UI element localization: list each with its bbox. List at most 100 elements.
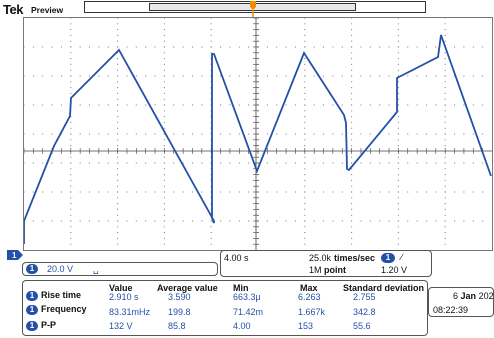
grid-dot — [294, 162, 297, 164]
grid-dot — [453, 104, 456, 106]
grid-dot — [444, 23, 446, 25]
grid-dot — [60, 46, 63, 48]
acquisition-mode-label: Preview — [31, 5, 64, 15]
grid-dot — [397, 52, 399, 54]
grid-dot — [117, 69, 119, 71]
header-std-dev: Standard deviation — [343, 283, 425, 293]
grid-dot — [117, 174, 119, 176]
grid-dot — [397, 58, 399, 60]
horizontal-panel[interactable]: 4.00 s 25.0k times/sec 1M point 1 ∕ 1.20… — [220, 250, 432, 277]
grid-dot — [117, 29, 119, 31]
grid-dot — [182, 104, 184, 106]
grid-dot — [379, 46, 381, 48]
grid-dot — [416, 162, 418, 164]
grid-dot — [482, 104, 484, 106]
grid-dot — [444, 87, 446, 89]
axis-ticks — [24, 18, 483, 245]
grid-dot — [117, 179, 119, 181]
grid-dot — [397, 174, 399, 176]
grid-dot — [397, 18, 399, 19]
grid-dot — [304, 156, 306, 158]
grid-dot — [444, 214, 446, 216]
grid-dot — [210, 220, 212, 222]
grid-dot — [70, 34, 72, 36]
date-month: Jan — [460, 291, 477, 301]
grid-dot — [266, 220, 268, 222]
grid-dot — [248, 75, 250, 77]
grid-dot — [191, 133, 194, 135]
grid-dot — [98, 75, 100, 77]
grid-dot — [304, 69, 306, 71]
grid-dot — [351, 46, 353, 48]
grid-dot — [397, 69, 399, 71]
grid-dot — [163, 23, 165, 25]
grid-dot — [70, 18, 72, 19]
measurement-min: 71.42m — [233, 307, 264, 317]
grid-dot — [285, 104, 287, 106]
channel-1-ground-marker-icon[interactable]: 1 — [6, 248, 24, 262]
grid-dot — [435, 75, 437, 77]
grid-dot — [70, 179, 72, 181]
grid-dot — [444, 110, 446, 112]
grid-dot — [435, 191, 437, 193]
grid-dot — [79, 46, 81, 48]
date-display: 6 Jan 2022 — [453, 291, 493, 301]
grid-dot — [126, 133, 128, 135]
channel-1-panel[interactable]: 1 20.0 V ␣ — [22, 262, 218, 276]
waveform-display — [24, 18, 492, 250]
grid-dot — [435, 133, 437, 135]
grid-dot — [472, 162, 474, 164]
grid-dot — [463, 104, 465, 106]
ground-marker-label: 1 — [12, 251, 17, 260]
grid-dot — [397, 92, 399, 94]
grid-dot — [117, 116, 119, 118]
grid-dot — [117, 139, 119, 141]
trigger-position-marker-icon[interactable] — [248, 0, 258, 18]
grid-dot — [276, 75, 278, 77]
grid-dot — [238, 104, 240, 106]
grid-dot — [42, 191, 44, 193]
grid-dot — [135, 46, 137, 48]
grid-dot — [145, 104, 147, 106]
grid-dot — [397, 243, 399, 245]
grid-dot — [70, 52, 72, 54]
grid-dot — [416, 46, 418, 48]
grid-dot — [351, 34, 353, 36]
grid-dot — [70, 232, 72, 234]
waveform-graticule[interactable] — [23, 17, 493, 251]
grid-dot — [70, 127, 72, 129]
grid-dot — [444, 162, 446, 164]
grid-dot — [482, 162, 484, 164]
grid-dot — [173, 104, 175, 106]
grid-dot — [145, 162, 147, 164]
datetime-panel[interactable]: 6 Jan 2022 08:22:39 — [428, 287, 494, 317]
grid-dot — [154, 220, 156, 222]
grid-dot — [173, 46, 175, 48]
grid-dot — [444, 75, 446, 77]
grid-dot — [88, 133, 91, 135]
grid-dot — [107, 104, 109, 106]
grid-dot — [248, 220, 250, 222]
grid-dot — [154, 46, 156, 48]
measurement-value: 83.31mHz — [109, 307, 151, 317]
grid-dot — [154, 75, 156, 77]
grid-dot — [304, 133, 306, 135]
grid-dot — [482, 220, 484, 222]
grid-dot — [32, 162, 34, 164]
grid-dot — [210, 18, 212, 19]
measurement-label: P-P — [41, 320, 57, 330]
grid-dot — [201, 104, 203, 106]
grid-dot — [107, 162, 109, 164]
grid-dot — [444, 40, 446, 42]
grid-dot — [369, 162, 371, 164]
grid-dot — [163, 98, 165, 100]
grid-dot — [163, 220, 165, 222]
measurement-source-badge: 1 — [26, 291, 38, 301]
grid-dot — [51, 220, 53, 222]
grid-dot — [135, 104, 137, 106]
grid-dot — [163, 127, 165, 129]
grid-dot — [70, 81, 72, 83]
measurements-panel[interactable]: Value Average value Min Max Standard dev… — [22, 280, 428, 336]
grid-dot — [42, 104, 44, 106]
grid-dot — [32, 104, 34, 106]
